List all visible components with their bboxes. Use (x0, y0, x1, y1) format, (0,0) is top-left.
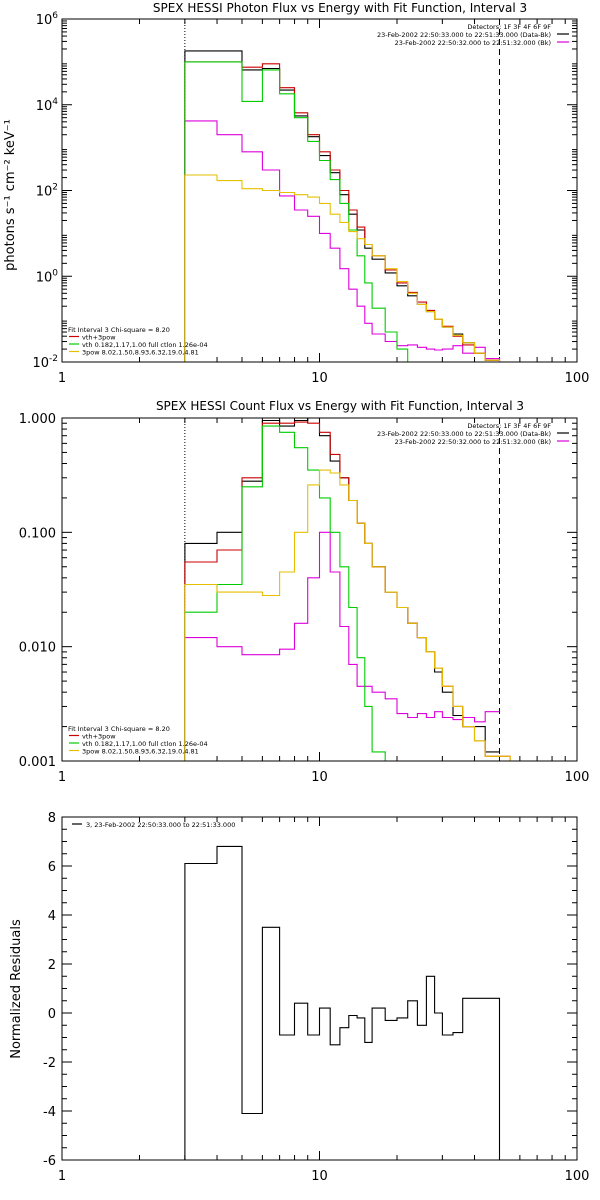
x-tick-label: 10 (311, 1169, 328, 1184)
series-data-bk-line (184, 417, 500, 761)
y-tick-label: 6 (48, 860, 56, 875)
y-tick-exponent: 2 (52, 183, 58, 193)
photon-flux-ylabel: photons s⁻¹ cm⁻² keV⁻¹ (3, 119, 18, 271)
x-tick-label: 100 (565, 770, 590, 785)
legend-entry: vth 0.182,1.17,1.00 full ctlon 1.26e-04 (82, 341, 208, 349)
y-tick-label: 2 (48, 958, 56, 973)
series-bk-line (184, 531, 500, 761)
y-tick-exponent: 0 (52, 268, 58, 278)
y-tick-label: 0.100 (19, 526, 56, 541)
legend-entry: 3, 23-Feb-2002 22:50:33.000 to 22:51:33.… (86, 821, 235, 829)
y-tick-label: 102 (36, 183, 58, 200)
legend-entry: 23-Feb-2002 22:50:32.000 to 22:51:32.000… (395, 438, 551, 446)
photon-flux-legend-bottom: Fit Interval 3 Chi-square = 8.20vth+3pow… (68, 326, 208, 357)
y-tick-label: 106 (36, 11, 59, 28)
x-tick-label: 100 (565, 371, 590, 386)
count-flux-marker-lines (184, 418, 500, 761)
legend-entry: Fit Interval 3 Chi-square = 8.20 (68, 725, 170, 733)
y-tick-exponent: -2 (49, 354, 58, 364)
series-3pow-line (184, 174, 501, 362)
x-tick-label: 100 (565, 1169, 590, 1184)
count-flux-panel: SPEX HESSI Count Flux vs Energy with Fit… (19, 399, 590, 785)
legend-entry: 3pow 8.02,1.50,8.93,6.32,19.0,4.81 (82, 748, 199, 756)
y-tick-label: 1.000 (19, 412, 56, 427)
series-3pow-line (184, 469, 511, 761)
legend-entry: 23-Feb-2002 22:50:33.000 to 22:51:33.000… (377, 430, 551, 438)
x-tick-label: 10 (311, 770, 328, 785)
x-tick-label: 10 (311, 371, 328, 386)
count-flux-legend-bottom: Fit Interval 3 Chi-square = 8.20vth+3pow… (68, 725, 208, 756)
photon-flux-title: SPEX HESSI Photon Flux vs Energy with Fi… (153, 1, 527, 15)
residuals-ylabel: Normalized Residuals (9, 919, 24, 1059)
x-tick-label: 1 (58, 371, 66, 386)
residuals-plot-frame (61, 816, 578, 1161)
photon-flux-plot-frame (61, 18, 578, 363)
photon-flux-series (184, 50, 501, 363)
series-residuals-line (184, 845, 501, 1160)
count-flux-title: SPEX HESSI Count Flux vs Energy with Fit… (156, 399, 524, 413)
y-tick-label: 100 (36, 268, 59, 285)
legend-entry: Detectors: 1F 3F 4F 6F 9F (467, 422, 551, 430)
y-tick-label: -6 (43, 1154, 56, 1169)
photon-flux-ticks: 1 10 100 10-2 100 102 104 106 (32, 11, 589, 386)
series-vth-line (184, 61, 500, 363)
residuals-ticks: 1 10 100 -6 -4 -2 0 2 4 6 8 (43, 811, 589, 1184)
y-tick-label: 10-2 (32, 354, 58, 371)
legend-entry: vth 0.182,1.17,1.00 full ctlon 1.26e-04 (82, 740, 208, 748)
series-vth-line (184, 425, 397, 762)
residuals-legend: 3, 23-Feb-2002 22:50:33.000 to 22:51:33.… (72, 821, 235, 829)
y-tick-label: -2 (43, 1056, 56, 1071)
y-tick-exponent: 6 (52, 11, 58, 21)
y-tick-label: 8 (48, 811, 56, 826)
legend-entry: vth+3pow (82, 334, 116, 342)
y-tick-label: 4 (48, 909, 56, 924)
y-tick-label: 104 (36, 97, 59, 114)
legend-entry: 3pow 8.02,1.50,8.93,6.32,19.0,4.81 (82, 349, 199, 357)
legend-entry: vth+3pow (82, 733, 116, 741)
y-tick-label: -4 (43, 1105, 56, 1120)
y-tick-label: 0 (48, 1007, 56, 1022)
photon-flux-panel: SPEX HESSI Photon Flux vs Energy with Fi… (3, 1, 589, 386)
residuals-series (184, 845, 501, 1160)
count-flux-ticks: 1 10 100 0.001 0.010 0.100 1.000 (19, 412, 590, 785)
y-tick-label: 0.001 (19, 755, 56, 770)
count-flux-series (184, 417, 511, 762)
x-tick-label: 1 (58, 770, 66, 785)
y-tick-exponent: 4 (52, 97, 58, 107)
legend-entry: Fit Interval 3 Chi-square = 8.20 (68, 326, 170, 334)
series-data-bk-line (184, 50, 501, 362)
series-bk-line (184, 120, 501, 362)
x-tick-label: 1 (58, 1169, 66, 1184)
legend-entry: Detectors: 1F 3F 4F 6F 9F (467, 23, 551, 31)
legend-entry: 23-Feb-2002 22:50:33.000 to 22:51:33.000… (377, 31, 551, 39)
residuals-panel: Normalized Residuals 1 10 100 -6 -4 -2 0 2 4 6 8 3… (9, 811, 589, 1184)
series-vth-3pow-line (184, 61, 501, 362)
legend-entry: 23-Feb-2002 22:50:32.000 to 22:51:32.000… (395, 39, 551, 47)
count-flux-plot-frame (61, 417, 578, 762)
y-tick-label: 0.010 (19, 641, 56, 656)
